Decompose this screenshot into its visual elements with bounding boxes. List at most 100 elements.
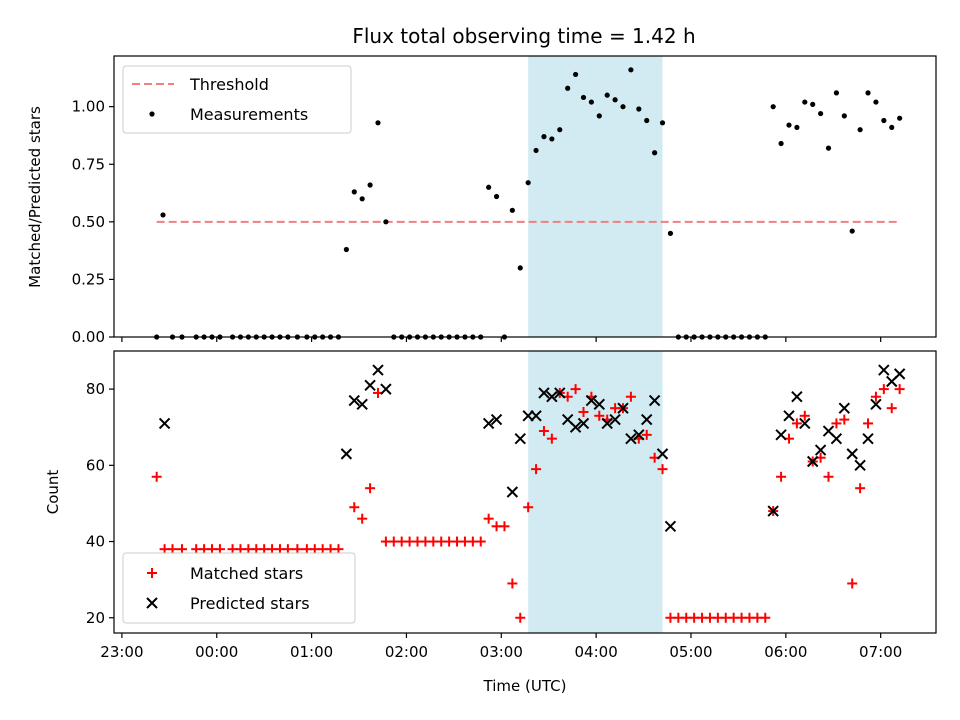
predicted-star-point [356,398,368,411]
measurement-point [588,99,594,105]
measurement-point [604,92,610,98]
matched-star-point [151,471,162,482]
matched-star-point [538,426,549,437]
matched-star-point [167,544,178,555]
legend-measurements-label: Measurements [190,105,308,124]
measurement-point [628,67,634,73]
measurement-point [517,265,523,271]
measurement-point [652,150,658,156]
matched-star-point [546,433,557,444]
matched-star-point [594,410,605,421]
predicted-star-point [656,448,669,460]
matched-star-point [214,544,225,555]
predicted-star-point [664,520,677,533]
bottom-axes-frame [113,350,937,634]
matched-star-point [570,384,581,395]
matched-star-point [531,464,542,475]
predicted-star-point [625,432,637,445]
predicted-star-point [340,448,353,460]
measurement-point [802,99,808,105]
x-tick-label: 05:00 [669,643,712,661]
predicted-star-point [633,429,645,441]
top-legend: Threshold Measurements [122,65,352,134]
top-y-ticks: 0.00 0.25 0.50 0.75 1.00 [72,98,114,346]
x-axis-label: Time (UTC) [483,677,567,695]
predicted-star-point [846,448,858,460]
matched-star-point [499,521,510,532]
predicted-star-point [372,364,384,376]
predicted-star-point [767,505,779,517]
measurement-point [810,101,816,107]
measurement-point [841,113,847,119]
matched-star-point [863,418,874,429]
predicted-star-point [878,364,890,376]
bottom-legend: Matched stars Predicted stars [122,552,356,624]
predicted-star-point [641,413,653,426]
predicted-star-point [601,417,613,430]
measurement-point [493,193,500,200]
measurement-point [667,230,674,236]
measurement-point [367,182,373,188]
legend-predicted-swatch [146,597,158,609]
matched-star-point [357,513,368,524]
bottom-y-tick-label: 60 [86,456,105,474]
measurement-point [644,117,650,124]
predicted-star-point [870,398,882,411]
predicted-star-point [380,383,392,395]
predicted-star-point [862,432,874,445]
predicted-star-point [514,432,526,445]
matched-star-point [333,544,344,555]
measurement-point [160,212,166,218]
measurement-point [351,189,357,195]
measurement-point [770,104,776,110]
predicted-star-point [569,421,582,433]
predicted-star-point [609,413,621,426]
predicted-star-point [364,379,376,392]
matched-star-point [641,429,652,440]
matched-star-point [365,483,376,494]
predicted-star-point [838,402,851,414]
matched-star-point [799,410,810,421]
matched-star-point [760,612,771,623]
predicted-star-point [854,459,866,472]
matched-star-point [578,406,589,417]
top-y-tick-label: 0.75 [72,155,105,173]
bottom-y-tick-label: 40 [86,533,105,551]
predicted-star-point [506,486,519,498]
measurement-point [580,94,587,101]
matched-star-point [625,391,636,402]
top-panel: 0.00 0.25 0.50 0.75 1.00 Matched/Predicted s… [26,55,937,346]
matched-star-point [894,384,905,395]
predicted-star-point [482,417,495,430]
measurement-point [889,124,895,131]
measurement-point [572,71,579,78]
predicted-star-point [554,387,566,399]
matched-star-point [847,578,858,589]
predicted-star-point [538,387,550,399]
matched-star-point [878,384,889,395]
predicted-stars-points [158,364,906,533]
top-y-axis-label: Matched/Predicted stars [26,106,44,288]
x-tick-label: 23:00 [100,643,143,661]
measurement-point [786,122,792,128]
matched-star-point [282,544,293,555]
measurement-points [154,67,903,340]
legend-threshold-label: Threshold [189,75,269,94]
measurement-point [825,145,832,151]
measurement-point [359,196,365,202]
matched-star-point [831,418,842,429]
predicted-star-point [806,455,819,468]
predicted-star-point [585,394,598,407]
matched-star-point [839,414,850,425]
predicted-star-point [893,368,906,380]
measurement-point [897,115,903,121]
legend-matched-swatch [147,568,157,578]
matched-star-point [791,418,802,429]
measurement-point [509,207,515,213]
predicted-star-point [648,394,661,407]
measurement-point [794,124,800,131]
predicted-star-point [799,417,811,430]
legend-matched-label: Matched stars [190,564,303,583]
measurement-point [549,136,555,142]
